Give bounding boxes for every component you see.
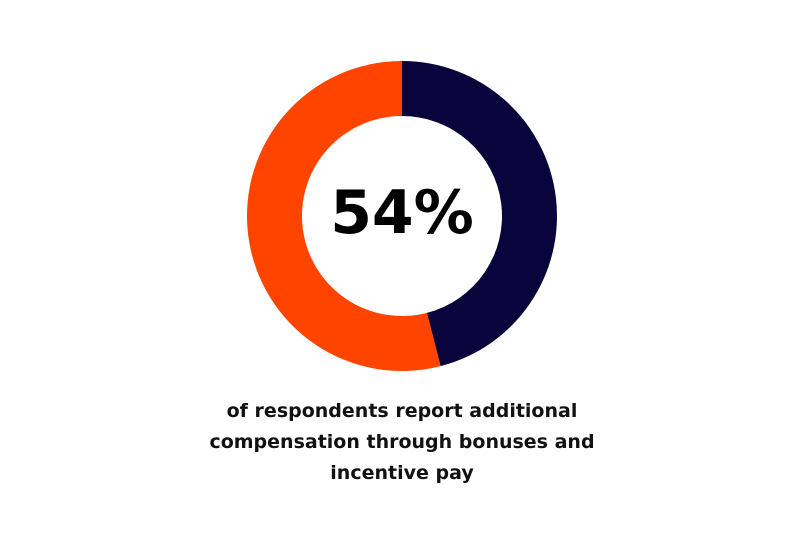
donut-segment xyxy=(402,61,557,367)
center-value-label: 54% xyxy=(330,178,474,248)
donut-segment xyxy=(247,61,441,372)
caption: of respondents report additional compens… xyxy=(209,400,595,484)
